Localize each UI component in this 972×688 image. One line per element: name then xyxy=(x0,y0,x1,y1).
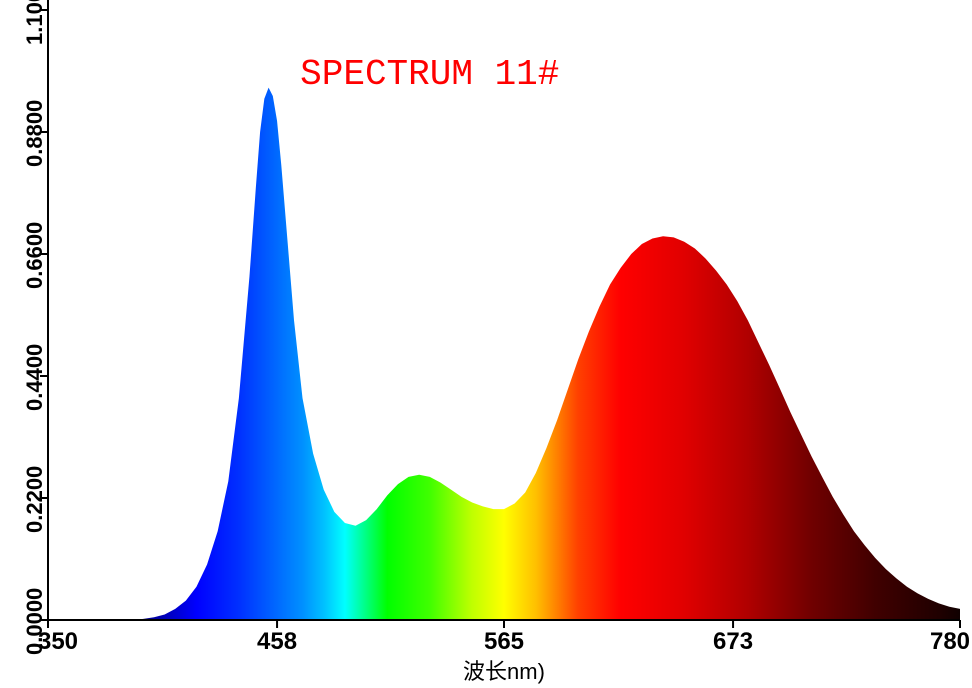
x-tick-label: 565 xyxy=(484,628,524,656)
y-tick-label: 1.1000 xyxy=(22,0,48,45)
y-tick-label: 0.8800 xyxy=(22,100,48,167)
x-tick-label: 458 xyxy=(257,628,297,656)
x-tick-label: 780 xyxy=(930,628,970,656)
x-axis-title: 波长nm) xyxy=(463,654,545,686)
y-tick-label: 0.0000 xyxy=(22,588,48,655)
chart-svg xyxy=(0,0,972,688)
x-tick-label: 673 xyxy=(713,628,753,656)
y-tick-label: 0.2200 xyxy=(22,466,48,533)
spectrum-chart: 350458565673780波长nm)0.00000.22000.44000.… xyxy=(0,0,972,688)
chart-title: SPECTRUM 11# xyxy=(300,54,559,95)
spectrum-area xyxy=(48,88,960,620)
y-tick-label: 0.6600 xyxy=(22,222,48,289)
y-tick-label: 0.4400 xyxy=(22,344,48,411)
